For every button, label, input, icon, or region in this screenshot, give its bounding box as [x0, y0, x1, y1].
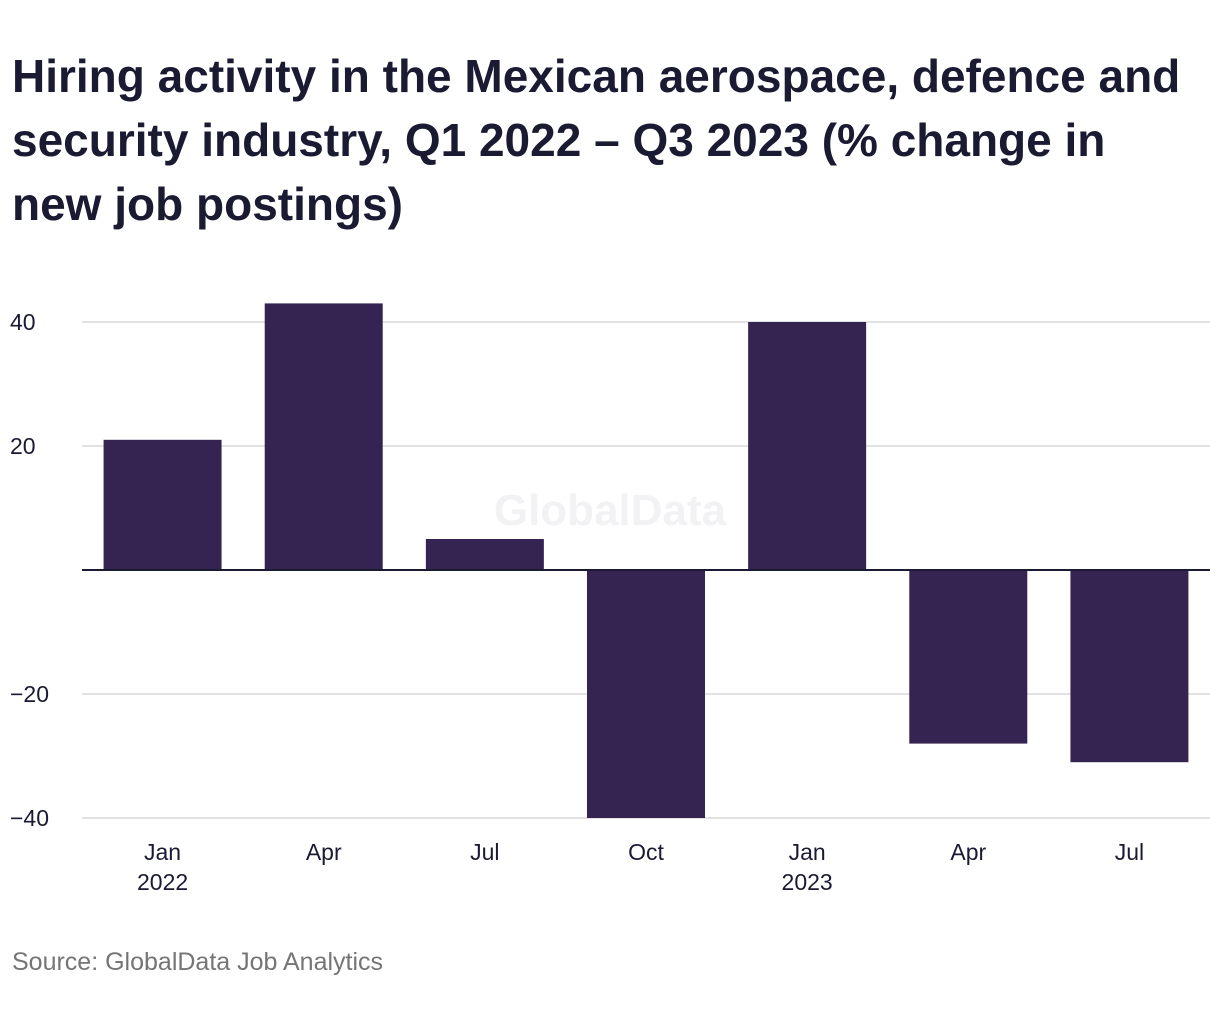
- bar: [748, 322, 867, 570]
- y-tick-label: 20: [10, 433, 36, 459]
- x-tick-label: Apr: [306, 839, 342, 865]
- x-tick-label: Jan: [144, 839, 181, 865]
- y-tick-label: −20: [10, 681, 49, 707]
- x-tick-label: Jan: [789, 839, 826, 865]
- bar: [909, 570, 1028, 744]
- x-tick-label: Oct: [628, 839, 664, 865]
- x-tick-year-label: 2023: [782, 869, 833, 895]
- bars: [103, 303, 1189, 818]
- bar: [587, 570, 705, 818]
- x-tick-year-label: 2022: [137, 869, 188, 895]
- source-note: Source: GlobalData Job Analytics: [12, 948, 384, 976]
- watermark-text: GlobalData: [494, 486, 727, 535]
- bar: [1070, 570, 1189, 763]
- x-axis-ticks: Jan 2022 Apr Jul Oct Jan 2023 Apr Jul: [137, 839, 1144, 895]
- bar: [425, 539, 544, 570]
- x-tick-label: Jul: [470, 839, 499, 865]
- y-axis-ticks: 40 20 −20 −40: [10, 309, 49, 831]
- chart-title: Hiring activity in the Mexican aerospace…: [12, 50, 1181, 230]
- bar: [103, 439, 222, 570]
- bar: [264, 303, 383, 570]
- y-tick-label: −40: [10, 805, 49, 831]
- x-tick-label: Apr: [950, 839, 986, 865]
- y-tick-label: 40: [10, 309, 36, 335]
- x-tick-label: Jul: [1115, 839, 1144, 865]
